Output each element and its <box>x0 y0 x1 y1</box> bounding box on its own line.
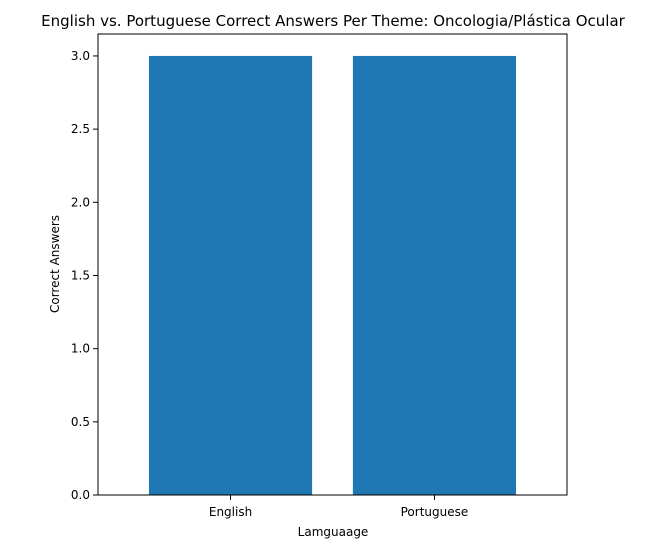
x-axis-label: Lamguaage <box>298 525 369 539</box>
y-tick-label: 3.0 <box>71 49 90 63</box>
bar-portuguese <box>352 55 517 495</box>
y-tick-label: 0.0 <box>71 488 90 502</box>
bars-group <box>148 55 517 495</box>
y-tick-label: 1.5 <box>71 268 90 282</box>
y-tick-label: 2.0 <box>71 195 90 209</box>
bar-english <box>148 55 313 495</box>
y-tick-label: 1.0 <box>71 342 90 356</box>
y-tick-label: 0.5 <box>71 415 90 429</box>
y-axis: 0.0 0.5 1.0 1.5 2.0 2.5 3.0 <box>71 49 98 502</box>
x-axis: English Portuguese <box>209 495 468 519</box>
x-tick-label-portuguese: Portuguese <box>401 505 469 519</box>
y-axis-label: Correct Answers <box>48 215 62 313</box>
plot-frame <box>97 33 568 496</box>
chart-title: English vs. Portuguese Correct Answers P… <box>41 12 625 30</box>
y-tick-label: 2.5 <box>71 122 90 136</box>
x-tick-label-english: English <box>209 505 252 519</box>
